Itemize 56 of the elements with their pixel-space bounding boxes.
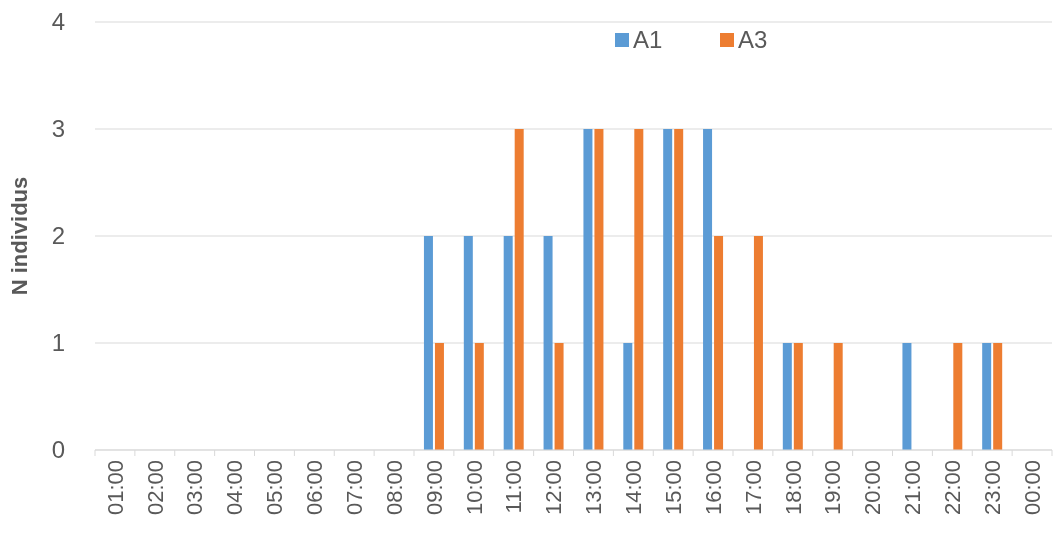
- bar: [503, 236, 513, 450]
- bar: [583, 129, 593, 450]
- bar: [434, 343, 444, 450]
- x-tick-label: 06:00: [302, 460, 328, 516]
- x-tick-label: 21:00: [900, 460, 926, 516]
- x-tick-label: 05:00: [262, 460, 288, 516]
- bar: [703, 129, 713, 450]
- x-tick-label: 17:00: [740, 460, 766, 516]
- y-tick-label: 4: [51, 8, 65, 36]
- bar: [753, 236, 763, 450]
- bar: [634, 129, 644, 450]
- y-tick-label: 0: [51, 436, 65, 464]
- bar: [782, 343, 792, 450]
- bar: [833, 343, 843, 450]
- x-tick-label: 12:00: [541, 460, 567, 516]
- bar: [474, 343, 484, 450]
- x-tick-label: 01:00: [102, 460, 128, 516]
- x-tick-label: 03:00: [182, 460, 208, 516]
- bar: [793, 343, 803, 450]
- x-tick-label: 15:00: [660, 460, 686, 516]
- x-tick-label: 22:00: [940, 460, 966, 516]
- x-tick-label: 18:00: [780, 460, 806, 516]
- x-tick-label: 19:00: [820, 460, 846, 516]
- x-tick-label: 13:00: [581, 460, 607, 516]
- x-tick-label: 07:00: [341, 460, 367, 516]
- bar: [514, 129, 524, 450]
- x-tick-label: 16:00: [700, 460, 726, 516]
- y-axis-title: N individus: [7, 176, 32, 296]
- x-tick-label: 04:00: [222, 460, 248, 516]
- bar: [714, 236, 724, 450]
- x-tick-label: 09:00: [421, 460, 447, 516]
- bar: [663, 129, 673, 450]
- legend-label: A3: [738, 26, 768, 54]
- bar: [543, 236, 553, 450]
- y-tick-label: 2: [51, 222, 65, 250]
- bar: [623, 343, 633, 450]
- legend-label: A1: [633, 26, 663, 54]
- x-tick-label: 02:00: [142, 460, 168, 516]
- bar: [953, 343, 963, 450]
- bar: [463, 236, 473, 450]
- y-tick-label: 3: [51, 115, 65, 143]
- bar: [554, 343, 564, 450]
- x-tick-label: 10:00: [461, 460, 487, 516]
- bar: [423, 236, 433, 450]
- x-tick-label: 14:00: [621, 460, 647, 516]
- x-tick-label: 11:00: [501, 460, 527, 514]
- x-tick-label: 08:00: [381, 460, 407, 516]
- x-tick-label: 23:00: [979, 460, 1005, 516]
- y-tick-label: 1: [51, 329, 65, 357]
- x-tick-label: 20:00: [860, 460, 886, 516]
- bar: [674, 129, 684, 450]
- bar: [982, 343, 992, 450]
- bar: [594, 129, 604, 450]
- bar: [902, 343, 912, 450]
- bar: [993, 343, 1003, 450]
- x-tick-label: 00:00: [1019, 460, 1045, 516]
